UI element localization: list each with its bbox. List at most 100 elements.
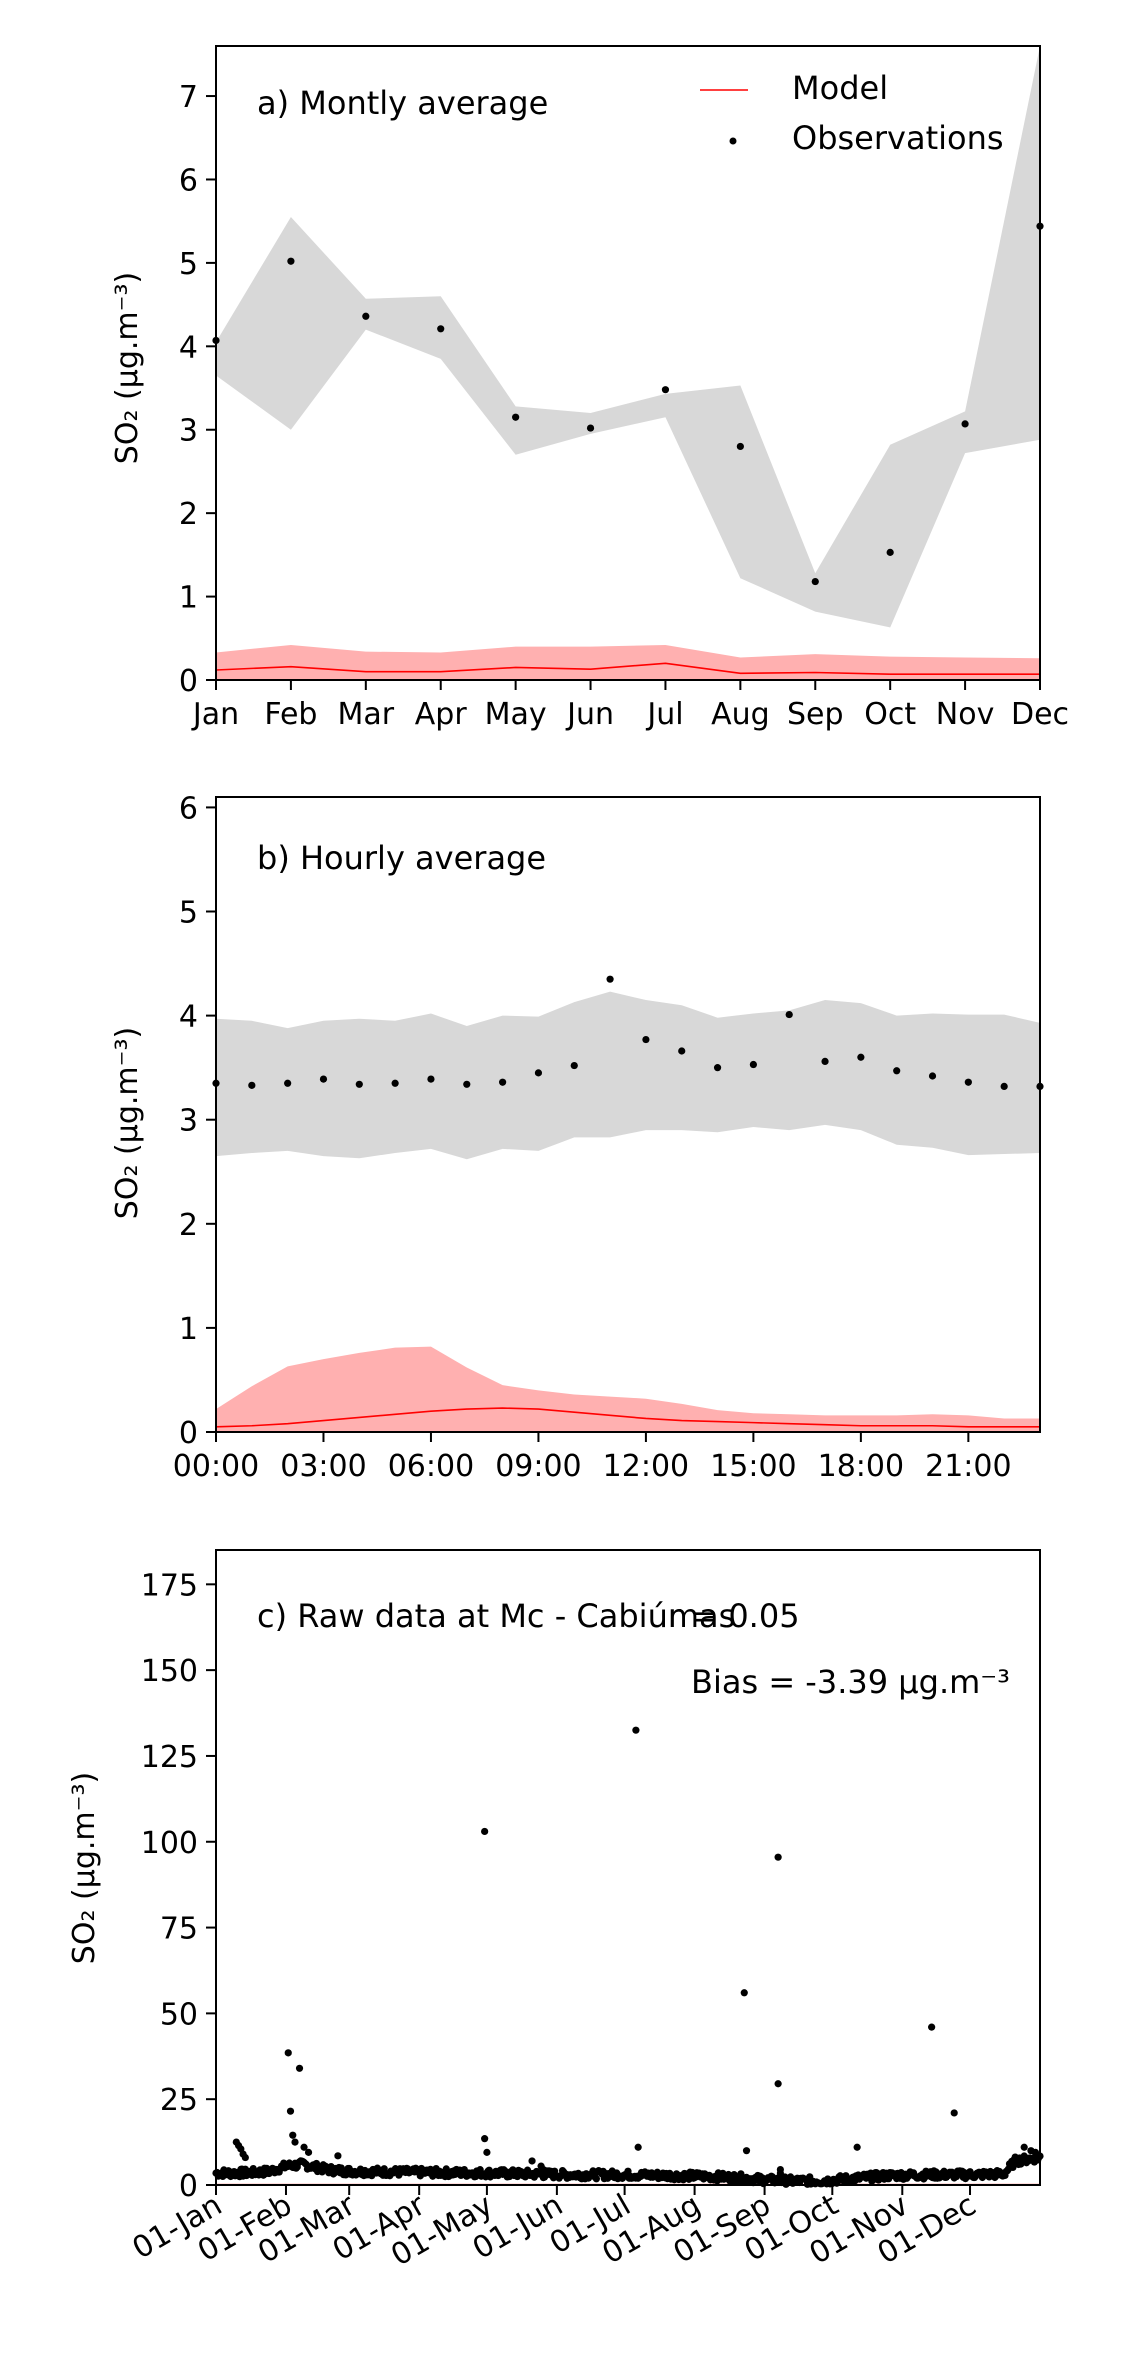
x-tick-label: 18:00 <box>818 1449 904 1484</box>
observation-outlier-point <box>241 2153 249 2162</box>
x-tick-label: Jun <box>565 697 614 732</box>
panel-b-label: b) Hourly average <box>257 839 546 877</box>
observation-point <box>355 1080 363 1088</box>
y-tick-label: 2 <box>179 1208 198 1243</box>
y-tick-label: 25 <box>160 2083 198 2118</box>
observation-outlier-point <box>928 2023 936 2031</box>
y-tick-label: 50 <box>160 1997 198 2032</box>
observation-point <box>427 1075 435 1083</box>
panel-c-label: c) Raw data at Mc - Cabiúmas <box>257 1597 735 1635</box>
observation-point <box>319 1075 328 1083</box>
x-tick-label: Apr <box>415 697 468 732</box>
observation-outlier-point <box>740 1989 748 1997</box>
x-tick-label: Mar <box>338 697 395 732</box>
x-tick-label: 06:00 <box>388 1449 474 1484</box>
observation-outlier-point <box>776 2169 784 2177</box>
observation-outlier-point <box>481 2135 489 2143</box>
x-tick-label: Jan <box>191 697 239 732</box>
observation-point <box>592 2175 600 2183</box>
panel-a-y-axis-label: SO₂ (µg.m⁻³) <box>110 272 145 464</box>
observation-point <box>661 386 670 394</box>
observation-outlier-point <box>284 2049 292 2057</box>
legend-observations-dot-swatch <box>729 137 737 145</box>
y-tick-label: 0 <box>179 664 198 699</box>
y-tick-label: 0 <box>179 2169 198 2204</box>
observation-point <box>499 1078 507 1086</box>
observations-range-band <box>216 991 1040 1160</box>
observation-point <box>534 1069 543 1077</box>
observation-outlier-point <box>286 2107 295 2115</box>
observation-point <box>961 420 969 428</box>
x-tick-label: Jul <box>645 697 683 732</box>
x-tick-label: Feb <box>264 697 317 732</box>
y-tick-label: 7 <box>179 80 198 115</box>
panel-a-label: a) Montly average <box>257 84 548 122</box>
x-tick-label: 21:00 <box>925 1449 1011 1484</box>
observation-outlier-point <box>295 2064 304 2072</box>
observation-point <box>785 1010 793 1019</box>
observation-point <box>391 1079 399 1087</box>
y-tick-label: 3 <box>179 1104 198 1139</box>
observation-outlier-point <box>481 1827 489 1836</box>
panel-c-bias-label: Bias = -3.39 µg.m⁻³ <box>691 1663 1010 1701</box>
x-tick-label: Dec <box>1011 697 1069 732</box>
model-range-band <box>216 1346 1040 1431</box>
observation-point <box>284 1079 292 1087</box>
observation-outlier-point <box>528 2157 536 2165</box>
panel-c-correlation-label: r = 0.05 <box>668 1597 800 1635</box>
legend: Model Observations <box>700 69 1004 157</box>
y-tick-label: 75 <box>160 1912 198 1947</box>
y-tick-label: 5 <box>179 247 198 282</box>
observation-outlier-point <box>300 2143 308 2151</box>
observation-point <box>1000 1082 1008 1090</box>
observation-outlier-point <box>334 2152 342 2160</box>
observation-point <box>248 1081 256 1089</box>
observation-outlier-point <box>291 2138 299 2146</box>
observation-point <box>570 1061 578 1070</box>
x-tick-label: 03:00 <box>280 1449 366 1484</box>
y-tick-label: 0 <box>179 1416 198 1451</box>
y-tick-label: 1 <box>179 1312 198 1347</box>
x-tick-label: May <box>485 697 547 732</box>
observation-point <box>586 424 595 432</box>
observation-point <box>821 1057 829 1066</box>
x-tick-label: 09:00 <box>495 1449 581 1484</box>
x-tick-label: Oct <box>864 697 916 732</box>
legend-observations-label: Observations <box>792 119 1004 157</box>
x-tick-label: 12:00 <box>603 1449 689 1484</box>
x-tick-label: Aug <box>711 697 770 732</box>
observation-point <box>713 1064 722 1072</box>
observation-outlier-point <box>632 1726 640 1734</box>
observation-point <box>437 325 445 333</box>
model-line <box>215 1407 1040 1428</box>
observation-outlier-point <box>774 2080 782 2088</box>
y-tick-label: 100 <box>141 1826 198 1861</box>
y-tick-label: 175 <box>141 1568 198 1603</box>
y-tick-label: 150 <box>141 1654 198 1689</box>
observation-outlier-point <box>539 2165 547 2174</box>
panel-b-hourly-average: 0 1 2 3 4 5 6 00:00 03:00 06:00 09:00 12:00 15:00 18:… <box>110 791 1044 1484</box>
x-tick-label: Sep <box>787 697 844 732</box>
observation-outlier-point <box>483 2148 491 2156</box>
observation-point <box>642 1035 650 1044</box>
y-tick-label: 5 <box>179 896 198 931</box>
y-tick-label: 2 <box>179 497 198 532</box>
plot-frame <box>215 1549 1041 2186</box>
observation-point <box>811 577 819 586</box>
observation-point <box>678 1047 686 1055</box>
panel-c-raw-data: 025507510012515017501-Jan01-Feb01-Mar01-… <box>67 1549 1044 2273</box>
observation-outlier-point <box>950 2109 958 2117</box>
observation-outlier-point <box>742 2147 751 2155</box>
y-tick-label: 3 <box>179 414 198 449</box>
observation-point <box>512 413 520 421</box>
observation-point <box>749 1060 757 1069</box>
y-tick-label: 4 <box>179 330 198 365</box>
observation-point <box>857 1053 865 1061</box>
y-tick-label: 125 <box>141 1740 198 1775</box>
observation-point <box>606 975 614 983</box>
panel-b-y-axis-label: SO₂ (µg.m⁻³) <box>110 1027 145 1219</box>
model-range-band <box>216 644 1040 680</box>
observation-outlier-point <box>1031 2148 1040 2156</box>
observation-point <box>928 1072 937 1080</box>
